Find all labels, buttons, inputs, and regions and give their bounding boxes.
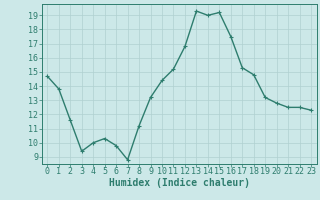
X-axis label: Humidex (Indice chaleur): Humidex (Indice chaleur) [109, 178, 250, 188]
